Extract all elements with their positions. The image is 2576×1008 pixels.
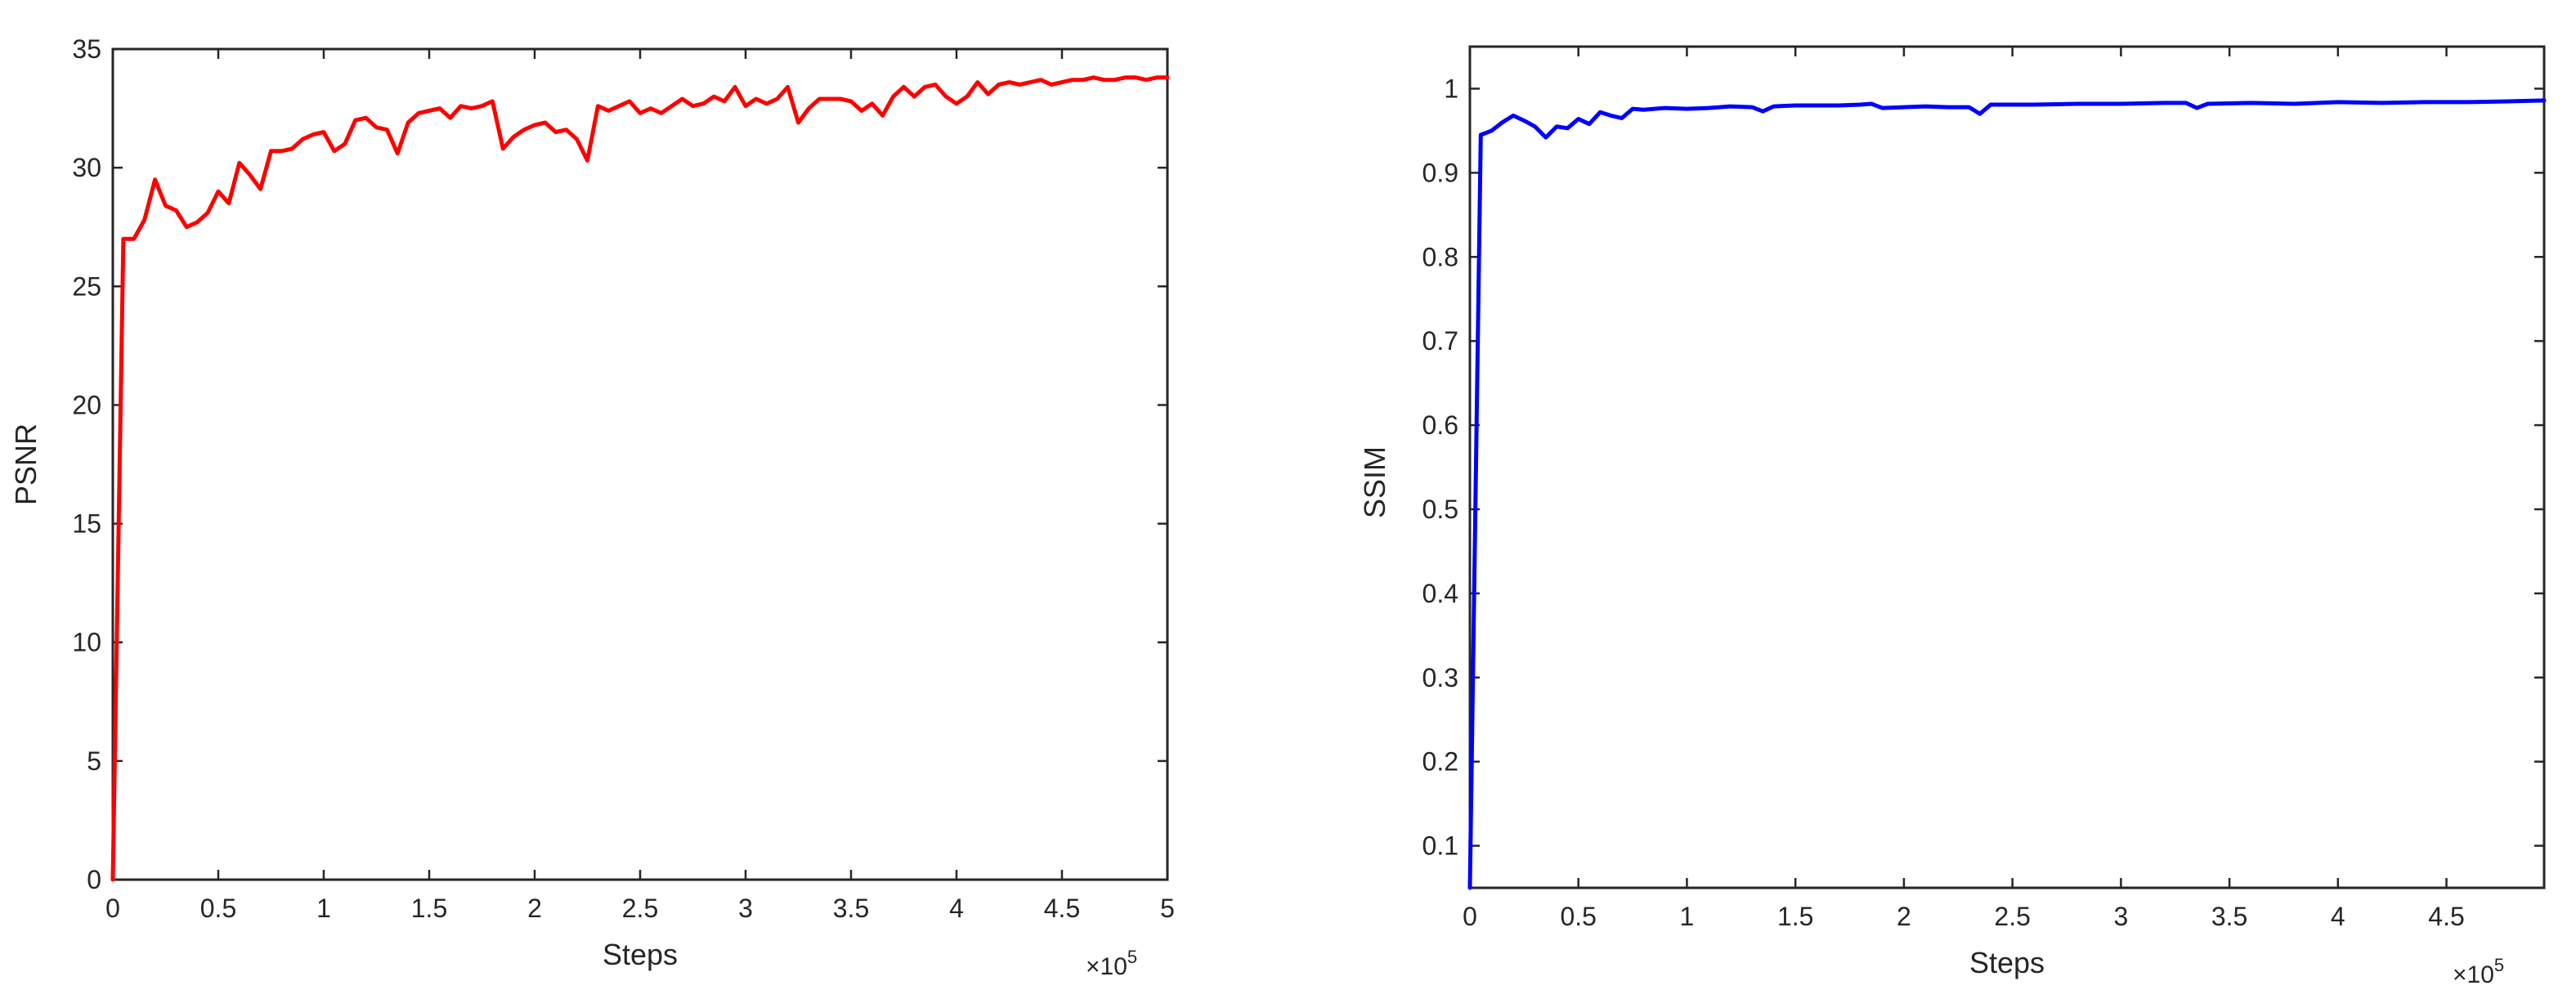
ssim-y-tick-label: 0.8 xyxy=(1422,242,1458,271)
ssim-x-tick-label: 4 xyxy=(2331,902,2345,931)
ssim-y-tick-label: 0.6 xyxy=(1422,410,1458,440)
ssim-x-tick-label: 1 xyxy=(1680,902,1695,931)
psnr-y-tick-label: 0 xyxy=(87,865,101,894)
ssim-y-tick-label: 0.1 xyxy=(1422,831,1458,861)
ssim-series-line xyxy=(1467,98,2547,890)
ssim-exponent-base: ×10 xyxy=(2453,961,2494,988)
psnr-y-tick-label: 25 xyxy=(72,271,101,301)
psnr-x-exponent-label: ×105 xyxy=(1086,947,1137,980)
psnr-y-axis-label: PSNR xyxy=(9,423,43,505)
psnr-y-tick-label: 5 xyxy=(87,746,101,776)
ssim-axes-box xyxy=(1468,45,2546,889)
psnr-y-tick-label: 20 xyxy=(72,390,101,419)
ssim-x-tick-label: 2.5 xyxy=(1994,902,2030,931)
psnr-x-tick-label: 0 xyxy=(105,894,120,923)
psnr-x-tick-label: 1.5 xyxy=(411,894,447,923)
ssim-x-tick-label: 0 xyxy=(1463,902,1477,931)
ssim-exponent-power: 5 xyxy=(2494,955,2504,975)
psnr-x-tick-label: 3 xyxy=(738,894,753,923)
psnr-y-tick-label: 15 xyxy=(72,509,101,539)
ssim-y-tick-label: 1 xyxy=(1444,74,1458,103)
ssim-x-tick-label: 3.5 xyxy=(2211,902,2247,931)
psnr-x-tick-label: 0.5 xyxy=(200,894,236,923)
psnr-x-tick-label: 4.5 xyxy=(1044,894,1080,923)
psnr-x-tick-label: 2 xyxy=(527,894,542,923)
psnr-x-tick-label: 1 xyxy=(316,894,331,923)
ssim-x-tick-label: 2 xyxy=(1897,902,1911,931)
psnr-x-axis-label: Steps xyxy=(603,938,678,971)
psnr-exponent-base: ×10 xyxy=(1086,953,1127,980)
ssim-y-axis-label: SSIM xyxy=(1358,446,1391,518)
ssim-y-tick-label: 0.5 xyxy=(1422,495,1458,524)
psnr-x-tick-label: 2.5 xyxy=(622,894,658,923)
psnr-series-line xyxy=(110,75,1170,882)
psnr-y-tick-label: 10 xyxy=(72,628,101,657)
ssim-x-tick-label: 3 xyxy=(2113,902,2128,931)
psnr-axes-box xyxy=(111,47,1169,881)
ssim-chart: 0 0.5 1 1.5 2 2.5 3 3.5 4 4.5 0.1 0.2 0.3 0.4 0.5 0.6 0.… xyxy=(1358,45,2547,988)
ssim-y-tick-label: 0.9 xyxy=(1422,158,1458,187)
ssim-x-tick-label: 0.5 xyxy=(1560,902,1596,931)
psnr-exponent-power: 5 xyxy=(1127,947,1137,967)
ssim-x-tick-label: 1.5 xyxy=(1777,902,1813,931)
ssim-x-exponent-label: ×105 xyxy=(2453,955,2504,988)
ssim-y-tick-label: 0.3 xyxy=(1422,663,1458,692)
ssim-y-tick-label: 0.7 xyxy=(1422,326,1458,356)
ssim-y-tick-label: 0.4 xyxy=(1422,579,1458,608)
psnr-x-tick-label: 4 xyxy=(949,894,964,923)
psnr-chart: 0 0.5 1 1.5 2 2.5 3 3.5 4 4.5 5 0 5 10 15 20 25 30 35 Steps… xyxy=(9,34,1175,980)
ssim-x-tick-label: 4.5 xyxy=(2428,902,2464,931)
ssim-x-axis-label: Steps xyxy=(1969,946,2045,979)
psnr-y-tick-label: 35 xyxy=(72,34,101,64)
psnr-x-tick-label: 5 xyxy=(1160,894,1175,923)
psnr-y-tick-label: 30 xyxy=(72,153,101,182)
ssim-y-tick-label: 0.2 xyxy=(1422,747,1458,777)
psnr-x-tick-label: 3.5 xyxy=(833,894,869,923)
